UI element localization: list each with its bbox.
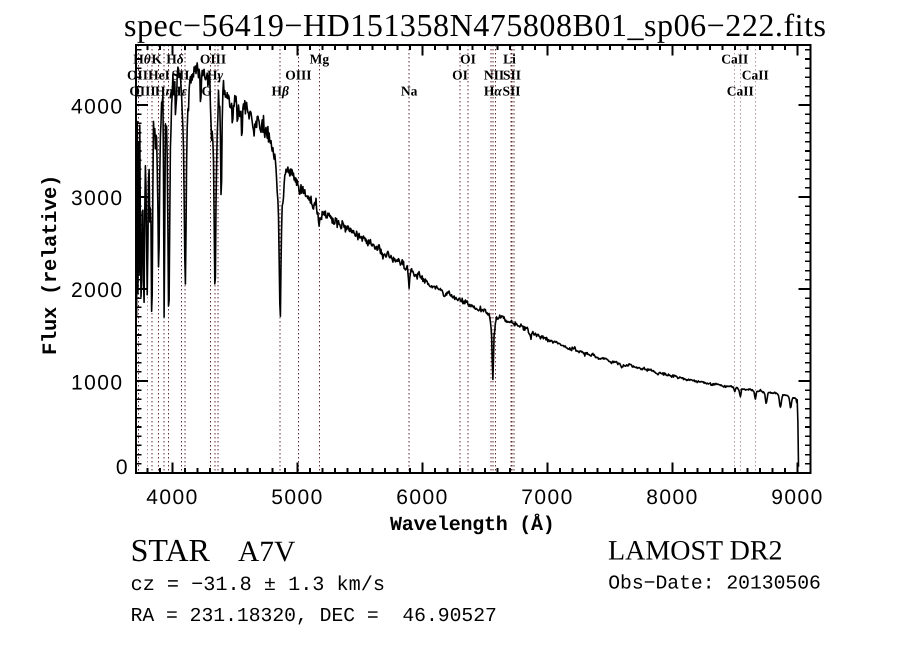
svg-text:OII: OII [127,68,148,83]
svg-text:RA = 231.18320, DEC = 46.9052: RA = 231.18320, DEC = 46.90527 [131,605,497,627]
svg-text:Li: Li [503,52,516,67]
svg-text:NII: NII [484,68,504,83]
svg-text:spec−56419−HD151358N475808B01_: spec−56419−HD151358N475808B01_sp06−222.f… [124,7,826,43]
svg-text:HeI: HeI [148,68,170,83]
svg-text:Hη: Hη [155,84,173,99]
svg-text:cz = −31.8 ± 1.3 km/s: cz = −31.8 ± 1.3 km/s [131,574,385,597]
svg-text:4000: 4000 [71,96,124,119]
svg-text:9000: 9000 [771,486,824,509]
svg-text:OIII: OIII [285,68,311,83]
svg-text:4000: 4000 [146,486,199,509]
svg-text:Wavelength (Å): Wavelength (Å) [390,513,555,537]
svg-text:Hγ: Hγ [207,68,224,83]
svg-text:5000: 5000 [271,486,324,509]
svg-text:8000: 8000 [646,486,699,509]
svg-text:CaII: CaII [742,68,769,83]
svg-text:STAR: STAR [131,532,211,568]
svg-text:Hα: Hα [484,84,503,99]
svg-text:A7V: A7V [238,536,295,568]
svg-text:CaII: CaII [727,84,754,99]
svg-text:Hδ: Hδ [166,52,184,67]
svg-text:OIII: OIII [129,84,155,99]
svg-text:Mg: Mg [310,52,330,67]
svg-text:G: G [201,84,212,99]
svg-text:6000: 6000 [396,486,449,509]
svg-text:OI: OI [452,68,468,83]
svg-text:OI: OI [460,52,476,67]
svg-text:LAMOST DR2: LAMOST DR2 [608,536,783,567]
svg-text:SII: SII [171,68,189,83]
svg-text:3000: 3000 [71,187,124,210]
svg-text:Hθ: Hθ [133,52,151,67]
svg-text:SII: SII [502,84,520,99]
svg-text:Hβ: Hβ [271,84,289,99]
svg-text:OIII: OIII [200,52,226,67]
svg-text:1000: 1000 [71,372,124,395]
svg-text:Na: Na [401,84,418,99]
svg-text:K: K [151,52,162,67]
svg-text:7000: 7000 [521,486,574,509]
svg-text:Flux (relative): Flux (relative) [40,175,63,355]
svg-text:Hε: Hε [171,84,188,99]
svg-text:SII: SII [503,68,521,83]
svg-text:2000: 2000 [71,279,124,302]
svg-text:CaII: CaII [721,52,748,67]
svg-text:Obs−Date: 20130506: Obs−Date: 20130506 [608,573,821,595]
svg-text:0: 0 [116,456,129,479]
